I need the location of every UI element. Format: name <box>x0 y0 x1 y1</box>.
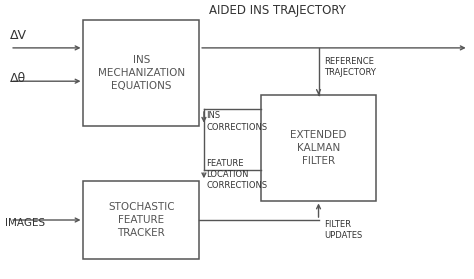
Text: FEATURE
LOCATION
CORRECTIONS: FEATURE LOCATION CORRECTIONS <box>206 158 267 190</box>
Bar <box>261 95 376 201</box>
Text: INS
CORRECTIONS: INS CORRECTIONS <box>206 111 267 131</box>
Text: IMAGES: IMAGES <box>5 218 46 228</box>
Bar <box>83 20 199 126</box>
Text: STOCHASTIC
FEATURE
TRACKER: STOCHASTIC FEATURE TRACKER <box>108 202 174 238</box>
Text: Δθ: Δθ <box>10 72 26 85</box>
Text: FILTER
UPDATES: FILTER UPDATES <box>324 220 363 240</box>
Text: ΔV: ΔV <box>10 29 27 42</box>
Text: REFERENCE
TRAJECTORY: REFERENCE TRAJECTORY <box>324 57 376 77</box>
Text: EXTENDED
KALMAN
FILTER: EXTENDED KALMAN FILTER <box>290 130 347 166</box>
Text: INS
MECHANIZATION
EQUATIONS: INS MECHANIZATION EQUATIONS <box>98 55 185 91</box>
Text: AIDED INS TRAJECTORY: AIDED INS TRAJECTORY <box>209 4 346 17</box>
Bar <box>83 181 199 259</box>
